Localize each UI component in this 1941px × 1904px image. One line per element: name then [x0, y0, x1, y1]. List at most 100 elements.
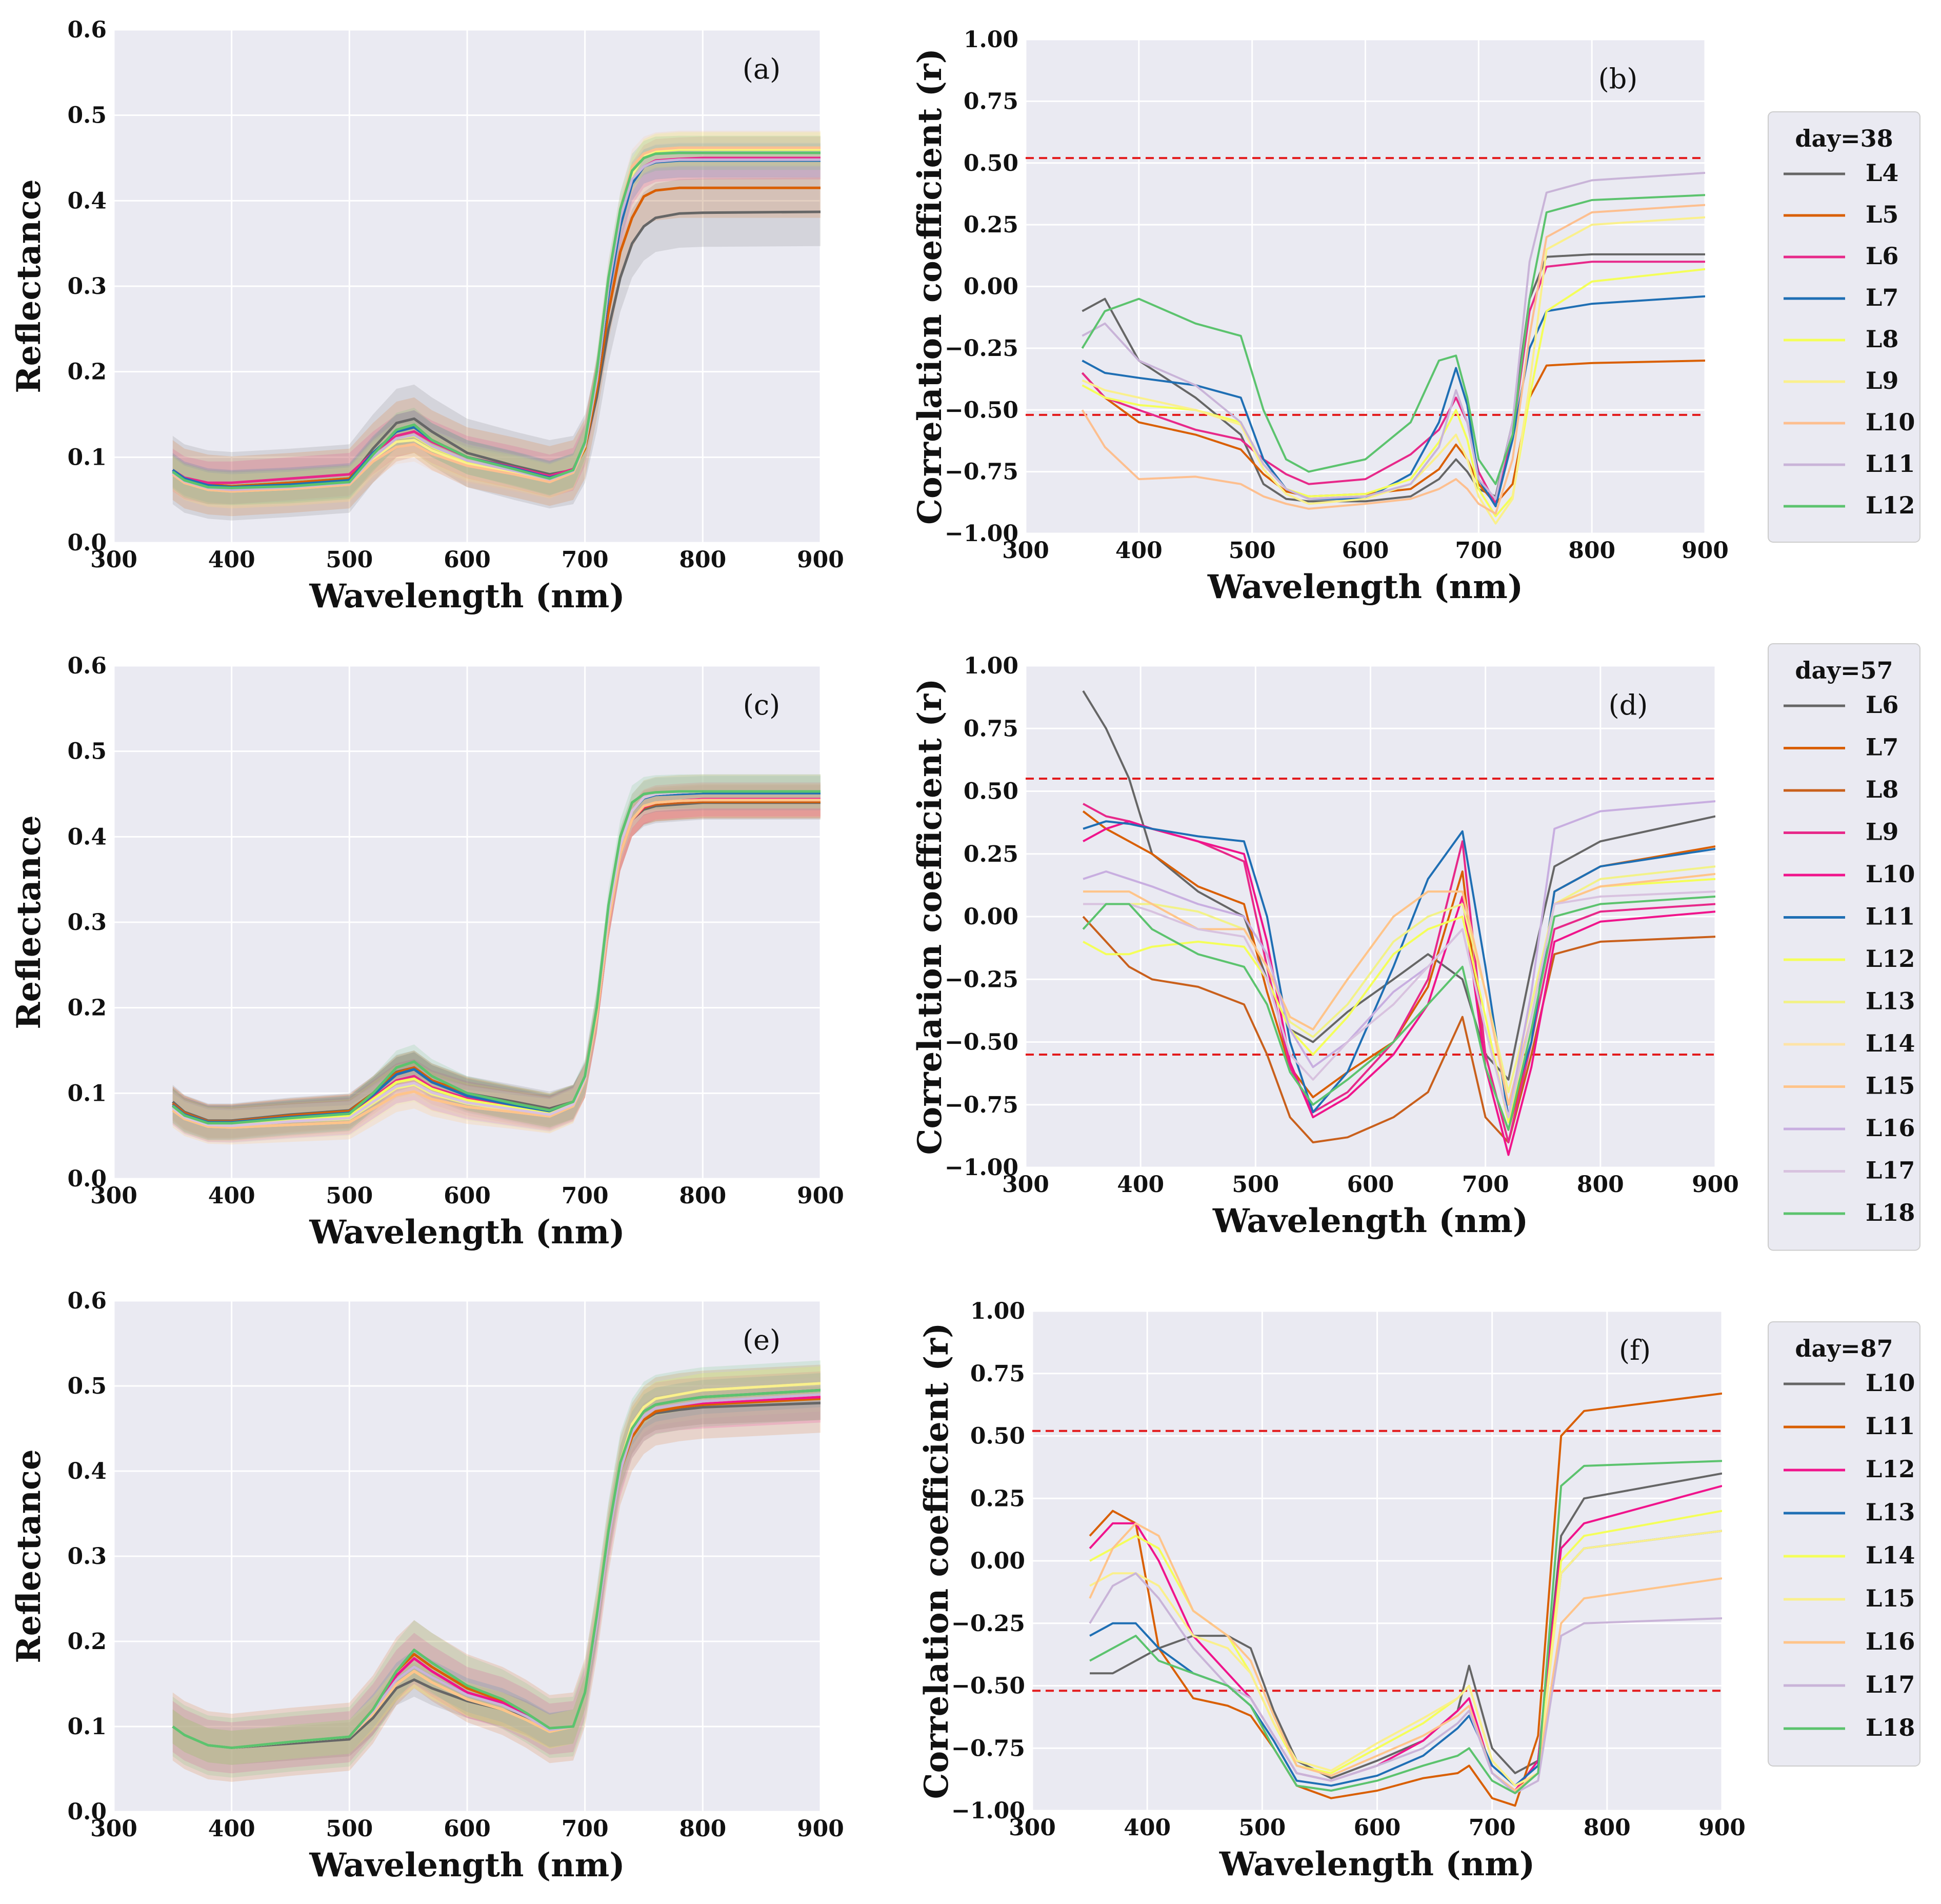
legend-label-L12: L12 [1866, 491, 1915, 519]
x-tick-label: 600 [444, 547, 491, 573]
x-tick-label: 900 [797, 547, 844, 573]
legend-label-L10: L10 [1866, 1369, 1915, 1397]
series-group [1026, 157, 1705, 525]
chart-panel-f: 300 400 500 600 700 800 900 −1.00 −0.75 −0.50 −0.2… [917, 1298, 1746, 1883]
y-tick-label: 0.50 [970, 1423, 1025, 1450]
y-axis-label: Reflectance [10, 179, 48, 393]
y-tick-label: 0.5 [67, 103, 107, 129]
series-line-L18 [172, 790, 821, 1125]
x-tick-label: 700 [1469, 1815, 1516, 1841]
y-tick-label: −1.00 [945, 1155, 1018, 1181]
x-tick-label: 300 [90, 547, 137, 573]
x-tick-label: 500 [1238, 1815, 1286, 1841]
panel-label: (d) [1609, 689, 1648, 721]
y-tick-label: 0.25 [970, 1485, 1025, 1512]
legend-box [1768, 1321, 1920, 1767]
series-line-L10 [1081, 204, 1705, 515]
y-axis-label: Correlation coefficient (r) [911, 679, 949, 1155]
y-tick-label: 0.2 [67, 995, 107, 1021]
x-tick-label: 600 [1342, 538, 1389, 564]
band-L12 [172, 1371, 821, 1774]
chart-panel-a: 300 400 500 600 700 800 900 0.0 0.1 0.2 0.3 0.4 0.5 0… [10, 17, 844, 616]
y-tick-label: −0.75 [951, 1735, 1025, 1761]
x-tick-label: 800 [679, 1816, 726, 1842]
x-tick-label: 400 [208, 1816, 255, 1842]
legend: day=87 L10 L11 L12 L13 L14 L15 L16 L17 L18 [1768, 1321, 1920, 1767]
x-tick-label: 400 [1117, 1172, 1164, 1198]
y-tick-label: 0.1 [67, 1714, 107, 1740]
y-tick-label: 0.2 [67, 359, 107, 385]
y-axis-label: Correlation coefficient (r) [911, 48, 949, 525]
y-tick-label: −0.50 [951, 1673, 1025, 1699]
series-line-L17 [1083, 890, 1715, 1119]
x-tick-label: 600 [444, 1816, 491, 1842]
y-tick-label: 0.75 [970, 1361, 1025, 1387]
legend-label-L14: L14 [1866, 1029, 1915, 1057]
legend: day=57 L6 L7 L8 L9 L10 L11 L12 L13 L14 L15 L16 L17 L1… [1768, 643, 1920, 1251]
legend-label-L17: L17 [1866, 1157, 1915, 1184]
panel-label: (c) [743, 689, 780, 721]
y-tick-label: 0.4 [67, 824, 107, 850]
x-tick-label: 600 [1354, 1815, 1401, 1841]
y-tick-label: −0.75 [945, 459, 1018, 485]
y-tick-label: −0.75 [945, 1092, 1018, 1118]
y-tick-label: 0.25 [964, 841, 1018, 867]
panel-label: (a) [743, 53, 781, 85]
chart-panel-b: 300 400 500 600 700 800 900 −1.00 −0.75 −0.50 −0.2… [911, 27, 1729, 606]
legend-label-L12: L12 [1866, 945, 1915, 973]
y-tick-label: −1.00 [951, 1798, 1025, 1824]
x-tick-label: 600 [444, 1183, 491, 1209]
x-axis-label: Wavelength (nm) [309, 577, 625, 616]
legend-label-L12: L12 [1866, 1455, 1915, 1483]
x-tick-label: 700 [562, 1183, 609, 1209]
legend-label-L14: L14 [1866, 1541, 1915, 1569]
y-axis-label: Reflectance [10, 1449, 48, 1663]
y-tick-label: 0.1 [67, 444, 107, 470]
legend-label-L4: L4 [1866, 159, 1898, 187]
legend-label-L9: L9 [1866, 818, 1898, 846]
y-tick-label: 1.00 [964, 653, 1018, 679]
y-tick-label: 0.2 [67, 1629, 107, 1655]
x-tick-label: 300 [1002, 1172, 1049, 1198]
legend-label-L18: L18 [1866, 1199, 1915, 1226]
legend-label-L8: L8 [1866, 776, 1898, 803]
panel-label: (f) [1619, 1334, 1651, 1366]
legend-label-L16: L16 [1866, 1628, 1915, 1655]
legend-label-L9: L9 [1866, 367, 1898, 394]
x-axis-label: Wavelength (nm) [1219, 1845, 1535, 1883]
y-tick-label: 0.0 [67, 1166, 107, 1192]
y-tick-label: 0.50 [964, 150, 1018, 176]
x-axis-label: Wavelength (nm) [1207, 568, 1523, 606]
x-tick-label: 900 [1682, 538, 1729, 564]
x-tick-label: 900 [797, 1183, 844, 1209]
series-line-L18 [172, 1389, 821, 1749]
x-tick-label: 300 [1002, 538, 1049, 564]
legend-label-L13: L13 [1866, 987, 1915, 1015]
x-axis-label: Wavelength (nm) [309, 1846, 625, 1885]
y-tick-label: 0.75 [964, 716, 1018, 742]
chart-panel-c: 300 400 500 600 700 800 900 0.0 0.1 0.2 0.3 0.4 0.5 0… [10, 653, 844, 1252]
band-L17 [172, 1377, 821, 1765]
x-tick-label: 700 [1455, 538, 1502, 564]
legend-title: day=38 [1795, 125, 1893, 152]
y-axis-label: Correlation coefficient (r) [917, 1323, 956, 1799]
series-group [1026, 690, 1715, 1156]
x-tick-label: 700 [562, 1816, 609, 1842]
x-axis-label: Wavelength (nm) [309, 1213, 625, 1252]
x-tick-label: 300 [1009, 1815, 1056, 1841]
x-tick-label: 600 [1347, 1172, 1394, 1198]
series-line-L11 [1083, 820, 1715, 1119]
y-axis-label: Reflectance [10, 815, 48, 1029]
y-tick-label: 0.3 [67, 909, 107, 936]
series-group [172, 774, 821, 1145]
legend-label-L17: L17 [1866, 1671, 1915, 1698]
y-tick-label: −0.25 [945, 335, 1018, 362]
x-tick-label: 400 [1115, 538, 1163, 564]
y-tick-label: 0.25 [964, 212, 1018, 238]
series-line-L13 [1089, 1530, 1722, 1787]
y-tick-label: −0.25 [945, 966, 1018, 993]
series-line-L6 [1081, 261, 1705, 505]
series-line-L8 [1082, 916, 1715, 1144]
panel-label: (e) [743, 1324, 781, 1356]
y-tick-label: −0.25 [951, 1611, 1025, 1637]
